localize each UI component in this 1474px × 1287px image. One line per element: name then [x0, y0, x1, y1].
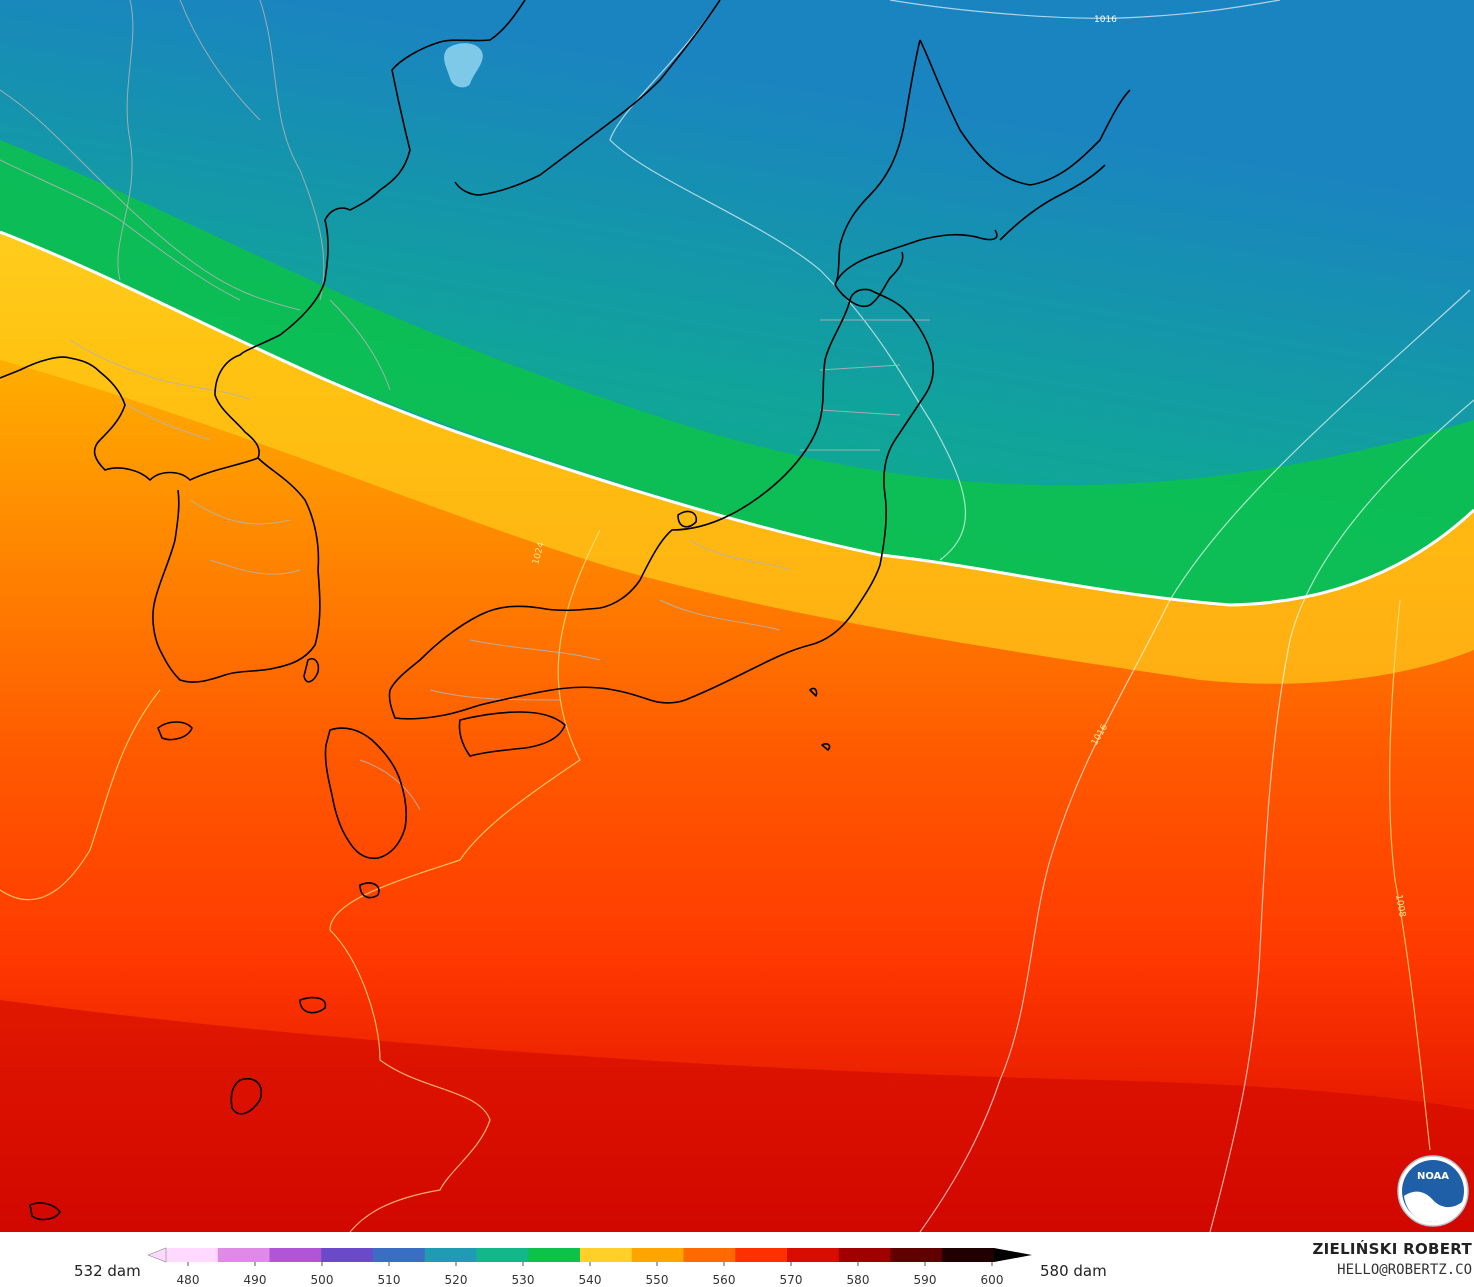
- colorbar-swatch: [528, 1248, 581, 1262]
- colorbar-right-label: 580 dam: [1040, 1262, 1107, 1280]
- admin-borders: [0, 0, 930, 811]
- map-canvas: 1016 1024 1016 1008: [0, 0, 1474, 1232]
- coast-okinawa: [230, 1078, 262, 1115]
- isobar-label: 1016: [1094, 15, 1117, 25]
- coast-korea: [152, 457, 321, 683]
- author-email: HELLO@ROBERTZ.CO: [1337, 1262, 1472, 1278]
- colorbar-tick-label: 580: [847, 1273, 870, 1287]
- colorbar-tick-label: 480: [177, 1273, 200, 1287]
- coastlines: [0, 0, 1131, 1221]
- lake-khanka: [444, 43, 483, 88]
- colorbar-swatch: [890, 1248, 943, 1262]
- coast-tsushima: [303, 657, 320, 683]
- colorbar-tick-label: 560: [713, 1273, 736, 1287]
- colorbar-left-label: 532 dam: [74, 1262, 141, 1280]
- author-name: ZIELIŃSKI ROBERT: [1312, 1240, 1472, 1258]
- colorbar-ticks: 480 490 500 510 520 530 540 550 560 570 580 590 600: [177, 1262, 1004, 1287]
- colorbar-swatch: [321, 1248, 374, 1262]
- colorbar-swatch: [166, 1248, 219, 1262]
- colorbar-swatch: [580, 1248, 633, 1262]
- colorbar-swatches: [166, 1248, 995, 1262]
- colorbar-tick-label: 510: [378, 1273, 401, 1287]
- coast-honshu: [388, 288, 935, 720]
- colorbar-swatch: [735, 1248, 788, 1262]
- coast-russia: [0, 0, 526, 481]
- isobar-lines-warm: [0, 529, 1431, 1232]
- colorbar-swatch: [787, 1248, 840, 1262]
- yellow-band: [0, 232, 1474, 684]
- coast-okhotsk: [919, 39, 1131, 241]
- isobar-lines: [609, 0, 1474, 1232]
- coast-jeju: [157, 721, 193, 741]
- colorbar-tick-label: 520: [445, 1273, 468, 1287]
- coast-kyushu: [324, 727, 407, 860]
- isobar-label: 1008: [1393, 894, 1407, 919]
- colorbar-right-arrow: [994, 1248, 1032, 1262]
- coast-sado: [677, 510, 698, 528]
- colorbar-tick-label: 570: [780, 1273, 803, 1287]
- noaa-logo-text: NOAA: [1417, 1171, 1449, 1182]
- colorbar: 480 490 500 510 520 530 540 550 560 570 580 590 600: [147, 1247, 1032, 1287]
- colorbar-tick-label: 590: [914, 1273, 937, 1287]
- colorbar-tick-label: 600: [981, 1273, 1004, 1287]
- colorbar-tick-label: 540: [579, 1273, 602, 1287]
- colorbar-swatch: [217, 1248, 271, 1262]
- colorbar-swatch: [476, 1248, 529, 1262]
- colorbar-swatch: [269, 1248, 322, 1262]
- colorbar-swatch: [424, 1248, 478, 1262]
- colorbar-tick-label: 550: [646, 1273, 669, 1287]
- colorbar-swatch: [683, 1248, 736, 1262]
- colorbar-left-arrow: [147, 1247, 167, 1263]
- green-band: [0, 140, 1474, 608]
- coast-sakishima: [29, 1202, 61, 1221]
- colorbar-swatch: [838, 1248, 892, 1262]
- coast-amami: [299, 996, 327, 1014]
- colorbar-tick-label: 530: [512, 1273, 535, 1287]
- colorbar-swatch: [631, 1248, 685, 1262]
- colorbar-tick-label: 490: [244, 1273, 267, 1287]
- coast-izu-islands: [809, 687, 831, 751]
- coast-hokkaido: [834, 229, 998, 307]
- deep-red-band: [0, 1000, 1474, 1232]
- coast-tanegashima: [359, 882, 380, 899]
- coast-tatar-strait: [454, 0, 721, 196]
- colorbar-swatch: [373, 1248, 426, 1262]
- noaa-logo-icon: NOAA: [1397, 1155, 1469, 1227]
- geopotential-height-map: 1016 1024 1016 1008: [0, 0, 1474, 1232]
- coast-sakhalin: [834, 39, 921, 286]
- boundary-contour: [0, 230, 1474, 607]
- colorbar-swatch: [942, 1248, 995, 1262]
- coast-shikoku: [458, 711, 566, 757]
- colorbar-tick-label: 500: [311, 1273, 334, 1287]
